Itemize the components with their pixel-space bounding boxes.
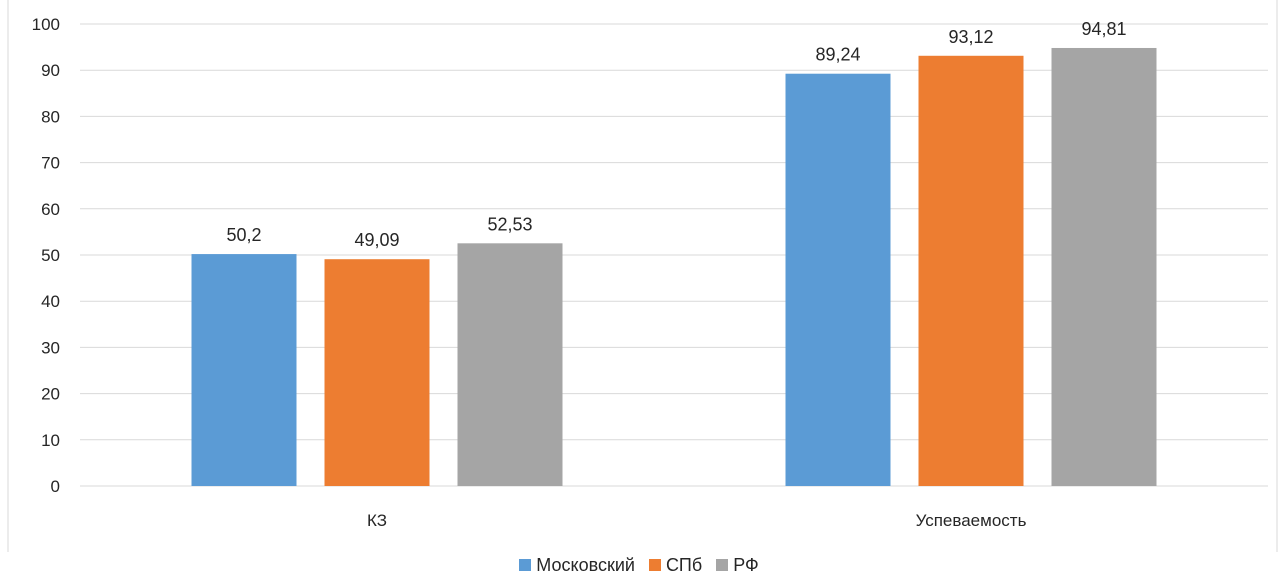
- y-tick-label: 50: [41, 246, 60, 265]
- legend-swatch: [716, 559, 729, 571]
- data-label: 50,2: [226, 225, 261, 245]
- legend-item: СПб: [648, 554, 703, 576]
- legend-item: РФ: [716, 555, 759, 576]
- y-tick-label: 0: [51, 477, 60, 496]
- legend-label: СПб: [665, 554, 703, 575]
- data-label: 49,09: [354, 230, 399, 250]
- bar-1-0: [785, 73, 891, 487]
- bar-0-0: [191, 254, 297, 486]
- y-tick-label: 40: [41, 292, 60, 311]
- data-labels: 50,2 49,09 52,53 89,24 93,12 94,81: [226, 19, 1126, 250]
- category-label: КЗ: [367, 511, 387, 530]
- bars: [191, 47, 1157, 487]
- y-tick-label: 30: [41, 338, 60, 357]
- legend-swatch: [648, 559, 661, 571]
- y-tick-label: 70: [41, 154, 60, 173]
- data-label: 94,81: [1081, 19, 1126, 39]
- legend-item: Московский: [519, 555, 635, 576]
- data-label: 89,24: [815, 45, 860, 65]
- bar-1-1: [918, 55, 1024, 487]
- legend: Московский СПб РФ: [0, 552, 1278, 578]
- category-label: Успеваемость: [916, 511, 1027, 530]
- y-tick-label: 80: [41, 107, 60, 126]
- y-tick-label: 100: [32, 15, 60, 34]
- legend-label: РФ: [733, 554, 759, 575]
- category-labels: КЗ Успеваемость: [367, 511, 1027, 530]
- bar-chart: 0 10 20 30 40 50 60 70 80 90 100 50,2 49,09 52,53 89,…: [7, 0, 1278, 552]
- bar-1-2: [1051, 47, 1157, 487]
- y-tick-label: 90: [41, 61, 60, 80]
- data-label: 93,12: [948, 27, 993, 47]
- bar-0-2: [457, 243, 563, 486]
- chart-frame: [7, 0, 1278, 552]
- y-tick-label: 10: [41, 431, 60, 450]
- y-tick-label: 60: [41, 200, 60, 219]
- bar-0-1: [324, 259, 430, 486]
- y-axis-ticks: 0 10 20 30 40 50 60 70 80 90 100: [32, 15, 60, 496]
- legend-label: Московский: [536, 554, 635, 575]
- y-tick-label: 20: [41, 385, 60, 404]
- legend-swatch: [519, 559, 532, 571]
- data-label: 52,53: [487, 214, 532, 234]
